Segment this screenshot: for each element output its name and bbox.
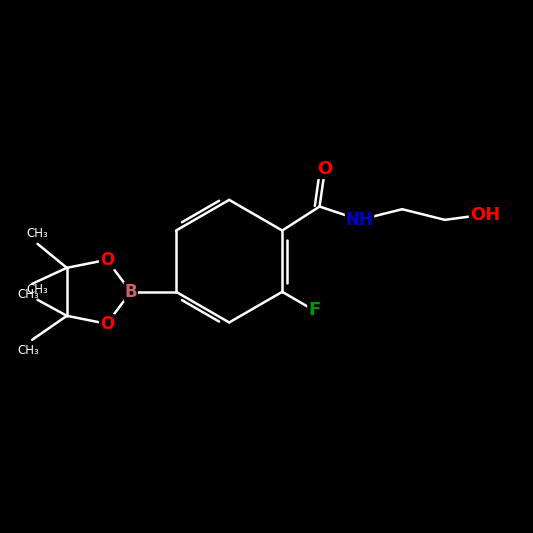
Text: F: F	[308, 302, 320, 319]
Text: B: B	[125, 283, 137, 301]
Text: CH₃: CH₃	[18, 344, 39, 357]
Text: O: O	[317, 160, 333, 178]
Text: CH₃: CH₃	[27, 282, 49, 295]
Text: CH₃: CH₃	[27, 227, 49, 240]
Text: NH: NH	[346, 211, 374, 229]
Text: OH: OH	[470, 206, 500, 223]
Text: CH₃: CH₃	[18, 288, 39, 301]
Text: O: O	[100, 315, 114, 333]
Text: O: O	[100, 251, 114, 269]
